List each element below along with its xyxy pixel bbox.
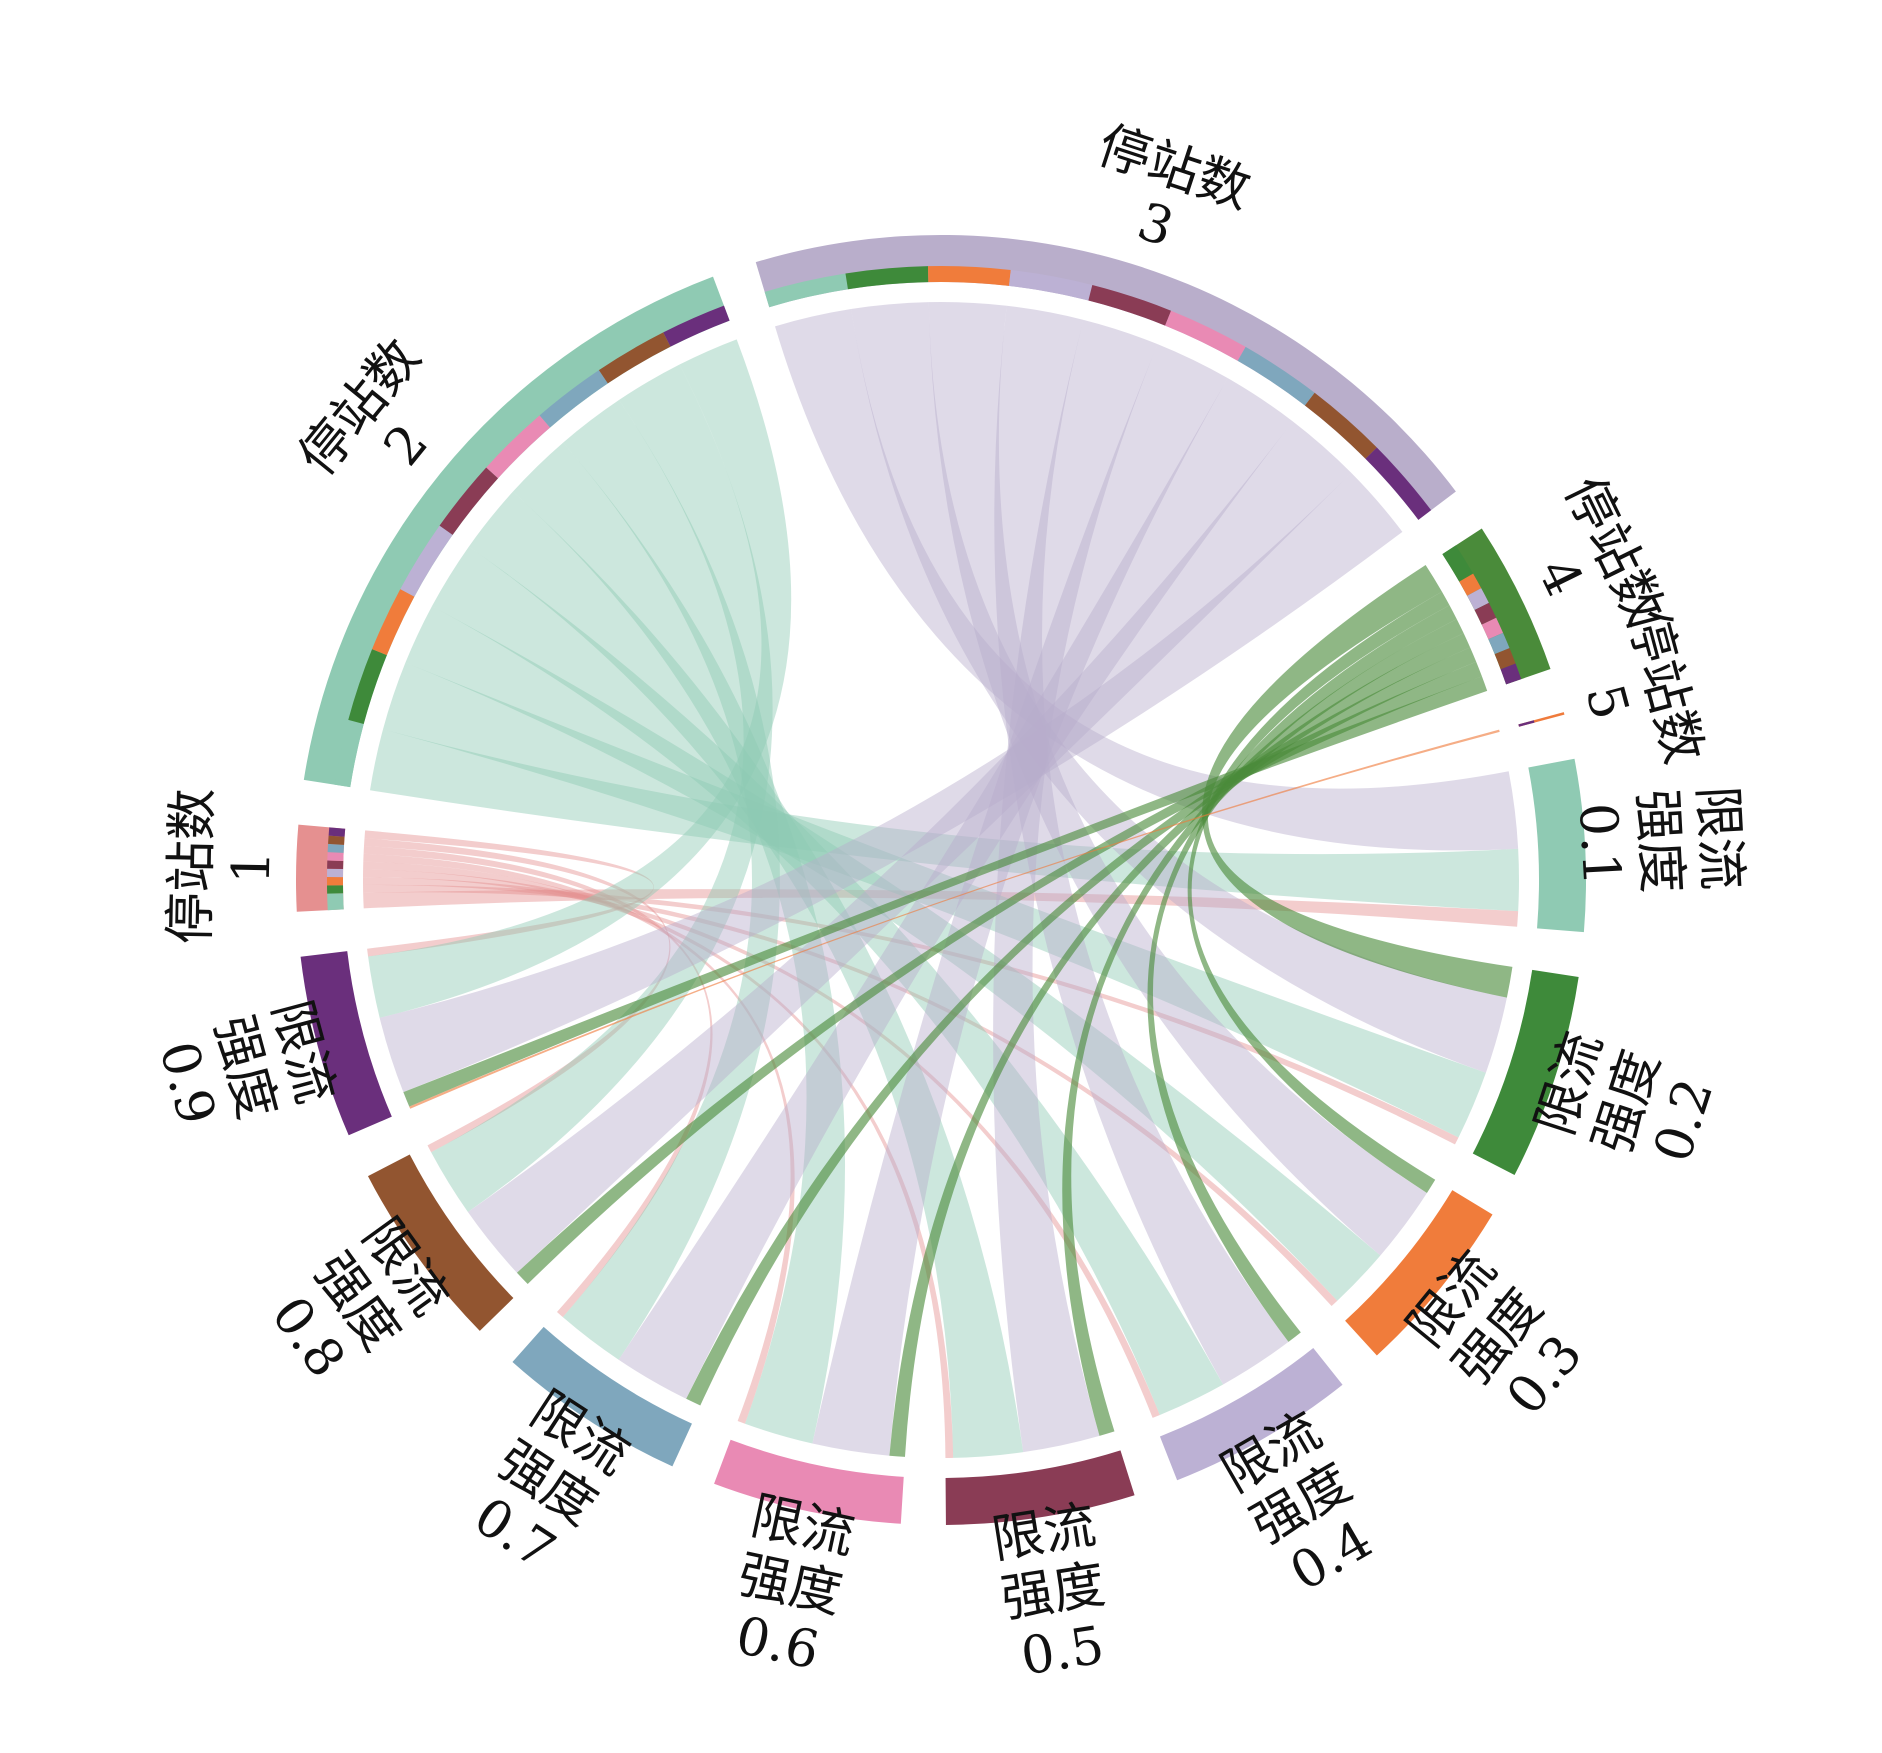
chord-ribbon-2-13 — [431, 364, 773, 1213]
chord-ribbon-2-10 — [468, 491, 1024, 1458]
subtrack-4-13 — [1494, 648, 1516, 670]
subtrack-3-11 — [1165, 310, 1246, 361]
subtrack-3-13 — [1304, 392, 1377, 459]
chord-ribbon-3-8 — [928, 302, 1427, 1256]
group-arc-8 — [1345, 1190, 1493, 1356]
subtrack-1-9 — [327, 868, 344, 878]
subtrack-2-7 — [348, 649, 387, 724]
chord-ribbon-1-14 — [364, 830, 654, 957]
subtrack-2-14 — [663, 305, 730, 347]
chord-ribbon-4-14 — [403, 676, 1488, 1107]
subtrack-1-10 — [327, 860, 344, 870]
subtrack-4-12 — [1488, 632, 1510, 655]
subtrack-1-7 — [327, 885, 344, 894]
group-label-6-line-2: 强度 — [1626, 788, 1692, 895]
subtrack-2-6 — [334, 719, 364, 788]
chord-ribbon-3-11 — [812, 344, 1228, 1456]
subtrack-2-12 — [539, 370, 608, 428]
group-label-1-line-2: 1 — [222, 850, 283, 884]
subtrack-4-11 — [1481, 617, 1504, 640]
subtrack-1-12 — [327, 843, 345, 853]
group-arc-11 — [714, 1439, 904, 1524]
chord-ribbon-2-6 — [370, 729, 1519, 912]
subtrack-4-9 — [1467, 588, 1489, 611]
group-label-5-line-2: 5 — [1573, 678, 1640, 725]
group-arc-12 — [512, 1326, 692, 1467]
subtrack-2-11 — [486, 415, 551, 479]
chord-ribbon-2-11 — [512, 442, 846, 1444]
chord-ribbon-3-14 — [379, 472, 1403, 1093]
chord-ribbon-3-6 — [775, 309, 1519, 851]
subtrack-3-7 — [845, 266, 929, 290]
chord-ribbon-2-12 — [562, 400, 780, 1360]
group-subtracks — [327, 266, 1535, 911]
subtrack-1-11 — [327, 852, 344, 861]
group-label-3-line-2: 3 — [1130, 192, 1180, 259]
group-arc-7 — [1472, 969, 1579, 1176]
chord-ribbon-3-12 — [618, 378, 1293, 1399]
chord-ribbon-1-6 — [363, 889, 1519, 927]
subtrack-1-8 — [327, 877, 344, 886]
subtrack-3-8 — [928, 266, 1011, 286]
subtrack-5-14 — [1518, 720, 1535, 727]
chord-ribbon-3-13 — [467, 421, 1352, 1273]
group-arc-13 — [367, 1154, 514, 1331]
subtrack-3-9 — [1008, 269, 1093, 301]
chord-ribbon-3-10 — [993, 319, 1158, 1453]
subtrack-3-10 — [1088, 284, 1172, 326]
group-arc-6 — [1528, 758, 1587, 933]
group-label-6-line-3: 0.1 — [1567, 801, 1631, 887]
group-label-4-line-2: 4 — [1526, 549, 1594, 605]
group-arc-9 — [1159, 1347, 1343, 1481]
chord-ribbon-3-7 — [851, 302, 1507, 1073]
chord-ribbon-4-8 — [1187, 591, 1450, 1193]
group-label-6-line-1: 限流 — [1686, 784, 1752, 891]
chord-ribbon-2-8 — [405, 606, 1381, 1301]
chord-ribbon-2-7 — [383, 662, 1486, 1138]
group-label-10-line-3: 0.5 — [1017, 1615, 1108, 1687]
subtrack-2-9 — [400, 525, 453, 597]
chord-ribbon-2-14 — [368, 339, 792, 1018]
subtrack-1-14 — [328, 827, 346, 837]
subtrack-4-7 — [1442, 545, 1474, 582]
subtrack-1-6 — [327, 893, 344, 911]
group-label-1-line-1: 停站数 — [161, 788, 224, 945]
subtrack-2-10 — [439, 467, 499, 535]
subtrack-4-10 — [1474, 602, 1497, 625]
subtrack-2-8 — [372, 589, 415, 656]
subtrack-1-13 — [328, 835, 345, 845]
subtrack-2-13 — [598, 332, 671, 384]
subtrack-4-14 — [1500, 663, 1522, 685]
group-arc-14 — [300, 951, 392, 1136]
chord-ribbons — [363, 302, 1519, 1458]
chord-ribbon-2-9 — [431, 546, 1224, 1415]
subtrack-3-12 — [1237, 346, 1315, 406]
subtrack-3-14 — [1365, 447, 1432, 520]
subtrack-4-8 — [1459, 573, 1482, 596]
subtrack-3-6 — [764, 273, 848, 308]
group-arc-10 — [945, 1450, 1135, 1525]
